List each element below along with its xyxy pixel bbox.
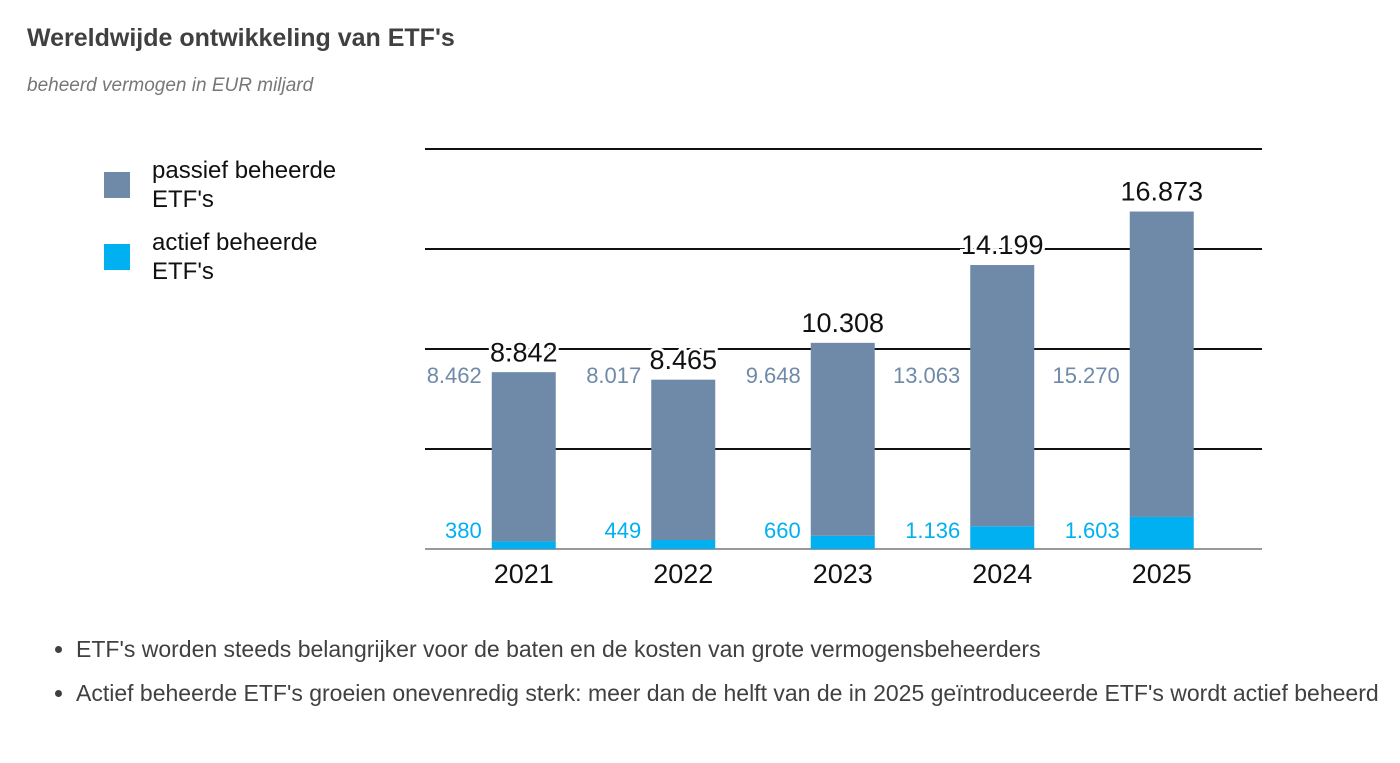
bar-segment [651, 540, 716, 549]
total-label: 10.308 [801, 308, 884, 338]
bar-segment [491, 372, 556, 542]
chart-title: Wereldwijde ontwikkeling van ETF's [27, 24, 455, 52]
chart-subtitle: beheerd vermogen in EUR miljard [27, 75, 314, 96]
x-tick-label: 2021 [494, 559, 554, 589]
legend-label: passief beheerde ETF's [152, 157, 337, 213]
legend-label: actief beheerde ETF's [152, 229, 318, 285]
legend-item: actief beheerde ETF's [104, 228, 367, 286]
total-label: 8.465 [649, 345, 717, 375]
value-label: 380 [445, 518, 482, 543]
bar-segment [970, 526, 1035, 549]
value-label: 15.270 [1052, 363, 1119, 388]
total-label: 16.873 [1120, 177, 1203, 207]
x-tick-label: 2024 [972, 559, 1032, 589]
chart: 8.462 380 8.842 2021 8.017 449 8.465 2022 9.648 6… [425, 148, 1262, 589]
value-label: 449 [605, 518, 642, 543]
x-tick-label: 2022 [653, 559, 713, 589]
value-label: 9.648 [746, 363, 801, 388]
bullet: ETF's worden steeds belangrijker voor de… [76, 630, 1396, 668]
bar-segment [1129, 516, 1194, 549]
legend-swatch [104, 172, 130, 198]
bar-segment [810, 342, 875, 536]
value-label: 660 [764, 518, 801, 543]
total-label: 14.199 [961, 230, 1044, 260]
value-label: 13.063 [893, 363, 960, 388]
bullet-list: ETF's worden steeds belangrijker voor de… [44, 630, 1396, 718]
total-label: 8.842 [490, 337, 558, 367]
bar-segment [1129, 211, 1194, 517]
legend-swatch [104, 244, 130, 270]
value-label: 1.603 [1065, 518, 1120, 543]
bullet: Actief beheerde ETF's groeien onevenredi… [76, 674, 1396, 712]
x-tick-label: 2025 [1132, 559, 1192, 589]
value-label: 1.136 [905, 518, 960, 543]
value-label: 8.462 [427, 363, 482, 388]
bar-segment [651, 379, 716, 541]
value-label: 8.017 [586, 363, 641, 388]
x-tick-label: 2023 [813, 559, 873, 589]
bar-segment [491, 541, 556, 549]
legend: passief beheerde ETF's actief beheerde ET… [104, 156, 367, 300]
legend-item: passief beheerde ETF's [104, 156, 367, 214]
bar-segment [970, 265, 1035, 527]
bar-segment [810, 535, 875, 549]
